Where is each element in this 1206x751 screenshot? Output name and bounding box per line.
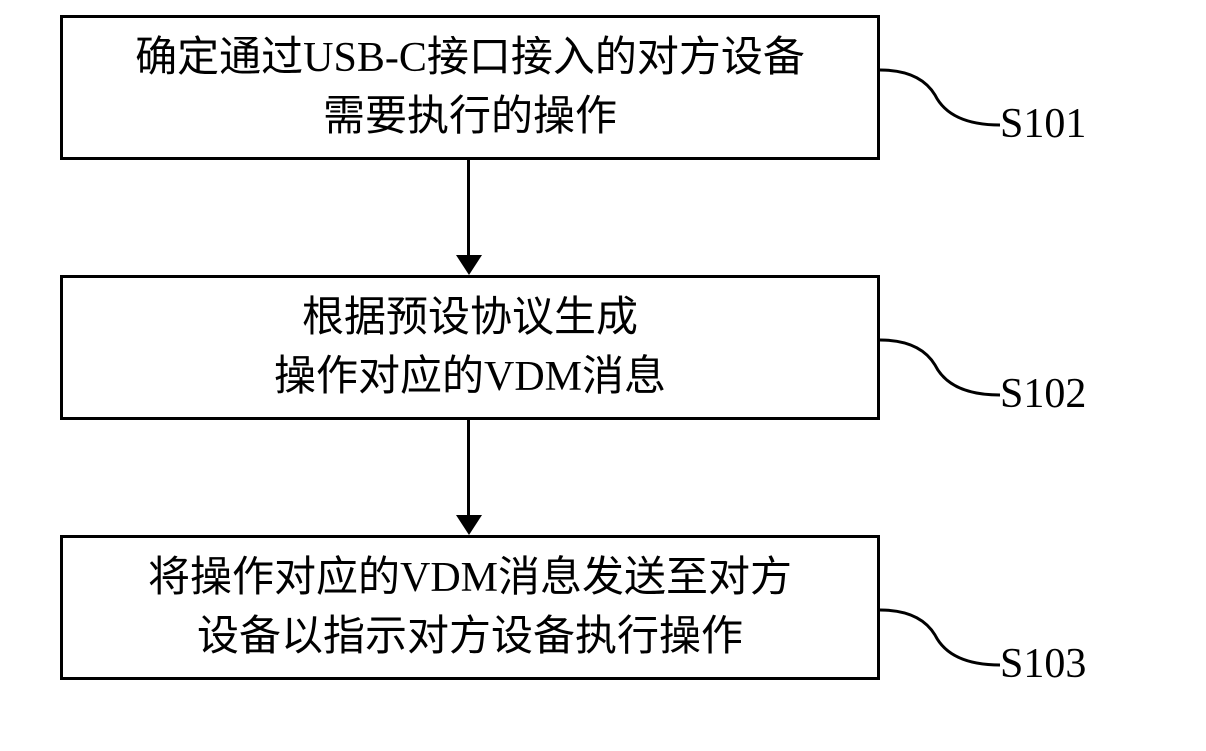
step-label-1: S101 xyxy=(1000,100,1086,148)
step-label-3: S103 xyxy=(1000,640,1086,688)
arrow-1 xyxy=(467,160,470,260)
step2-line2: 操作对应的VDM消息 xyxy=(274,354,666,400)
connector-curve-3 xyxy=(880,600,1010,690)
step-box-3: 将操作对应的VDM消息发送至对方 设备以指示对方设备执行操作 xyxy=(60,535,880,680)
arrow-2 xyxy=(467,420,470,520)
step-box-1: 确定通过USB-C接口接入的对方设备 需要执行的操作 xyxy=(60,15,880,160)
connector-curve-1 xyxy=(880,60,1010,150)
arrowhead-1 xyxy=(456,255,482,275)
step-text-1: 确定通过USB-C接口接入的对方设备 需要执行的操作 xyxy=(135,29,805,147)
flowchart-container: 确定通过USB-C接口接入的对方设备 需要执行的操作 S101 根据预设协议生成… xyxy=(0,0,1206,751)
step1-line2: 需要执行的操作 xyxy=(323,94,617,140)
arrowhead-2 xyxy=(456,515,482,535)
step-label-2: S102 xyxy=(1000,370,1086,418)
step-text-3: 将操作对应的VDM消息发送至对方 设备以指示对方设备执行操作 xyxy=(148,549,792,667)
step2-line1: 根据预设协议生成 xyxy=(302,295,638,341)
step3-line2: 设备以指示对方设备执行操作 xyxy=(197,614,743,660)
step1-line1: 确定通过USB-C接口接入的对方设备 xyxy=(135,35,805,81)
step-text-2: 根据预设协议生成 操作对应的VDM消息 xyxy=(274,289,666,407)
step-box-2: 根据预设协议生成 操作对应的VDM消息 xyxy=(60,275,880,420)
connector-curve-2 xyxy=(880,330,1010,420)
step3-line1: 将操作对应的VDM消息发送至对方 xyxy=(148,555,792,601)
